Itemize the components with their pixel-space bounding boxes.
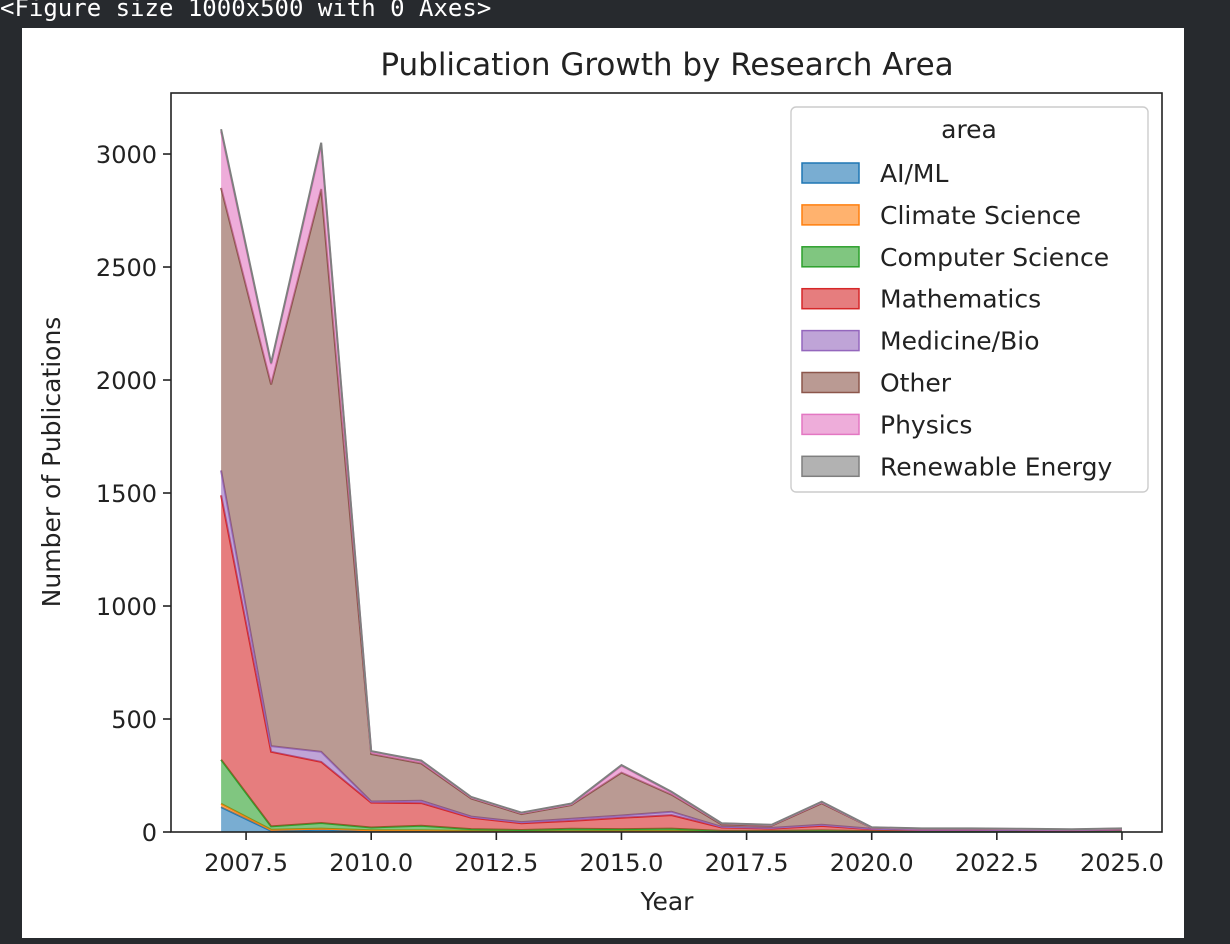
legend-label-6: Physics — [880, 410, 972, 439]
x-tick-label-3: 2015.0 — [579, 849, 663, 877]
stacked-area-chart: Publication Growth by Research Area 0 500… — [37, 47, 1164, 916]
legend-label-7: Renewable Energy — [880, 452, 1112, 481]
legend: area AI/ML Climate Science Computer Scienc… — [790, 106, 1149, 493]
x-tick-label-4: 2017.5 — [705, 849, 789, 877]
legend-label-0: AI/ML — [880, 159, 948, 188]
area-5 — [221, 187, 1123, 831]
x-tick-label-2: 2012.5 — [454, 849, 538, 877]
legend-label-1: Climate Science — [880, 201, 1081, 230]
y-tick-label-5: 2500 — [96, 254, 157, 282]
legend-label-4: Medicine/Bio — [880, 327, 1040, 356]
y-tick-label-6: 3000 — [96, 141, 157, 169]
x-axis: 2007.5 2010.0 2012.5 2015.0 2017.5 2020.0 2022… — [204, 832, 1164, 877]
x-tick-label-5: 2020.0 — [830, 849, 914, 877]
y-axis-label: Number of Publications — [37, 317, 66, 608]
legend-swatch-5 — [801, 371, 860, 394]
x-tick-label-1: 2010.0 — [329, 849, 413, 877]
legend-swatch-6 — [801, 413, 860, 436]
legend-items: AI/ML Climate Science Computer Science Math… — [801, 159, 1112, 481]
x-tick-label-7: 2025.0 — [1080, 849, 1164, 877]
y-tick-label-4: 2000 — [96, 367, 157, 395]
chart-title: Publication Growth by Research Area — [380, 47, 953, 83]
legend-title: area — [941, 115, 997, 144]
x-axis-label: Year — [640, 887, 695, 916]
legend-swatch-4 — [801, 329, 860, 352]
chart-panel: Publication Growth by Research Area 0 500… — [22, 28, 1184, 938]
y-tick-label-1: 500 — [111, 706, 157, 734]
y-tick-label-2: 1000 — [96, 593, 157, 621]
legend-swatch-3 — [801, 287, 860, 310]
plot-frame — [170, 92, 1163, 833]
figure-caption: <Figure size 1000x500 with 0 Axes> — [0, 0, 492, 22]
area-edge-7 — [220, 128, 1123, 831]
area-6 — [221, 131, 1123, 830]
x-tick-label-0: 2007.5 — [204, 849, 288, 877]
legend-label-3: Mathematics — [880, 285, 1041, 314]
y-tick-label-0: 0 — [142, 819, 157, 847]
x-tick-label-6: 2022.5 — [955, 849, 1039, 877]
y-axis: 0 500 1000 1500 2000 2500 3000 — [96, 141, 171, 847]
legend-label-5: Other — [880, 369, 952, 398]
y-tick-label-3: 1500 — [96, 480, 157, 508]
area-3 — [221, 495, 1123, 832]
legend-swatch-2 — [801, 246, 860, 268]
legend-frame — [790, 106, 1149, 493]
legend-swatch-0 — [801, 162, 860, 184]
legend-swatch-1 — [801, 204, 860, 226]
legend-label-2: Computer Science — [880, 243, 1109, 272]
legend-swatch-7 — [801, 455, 860, 478]
area-series-group — [220, 128, 1123, 833]
